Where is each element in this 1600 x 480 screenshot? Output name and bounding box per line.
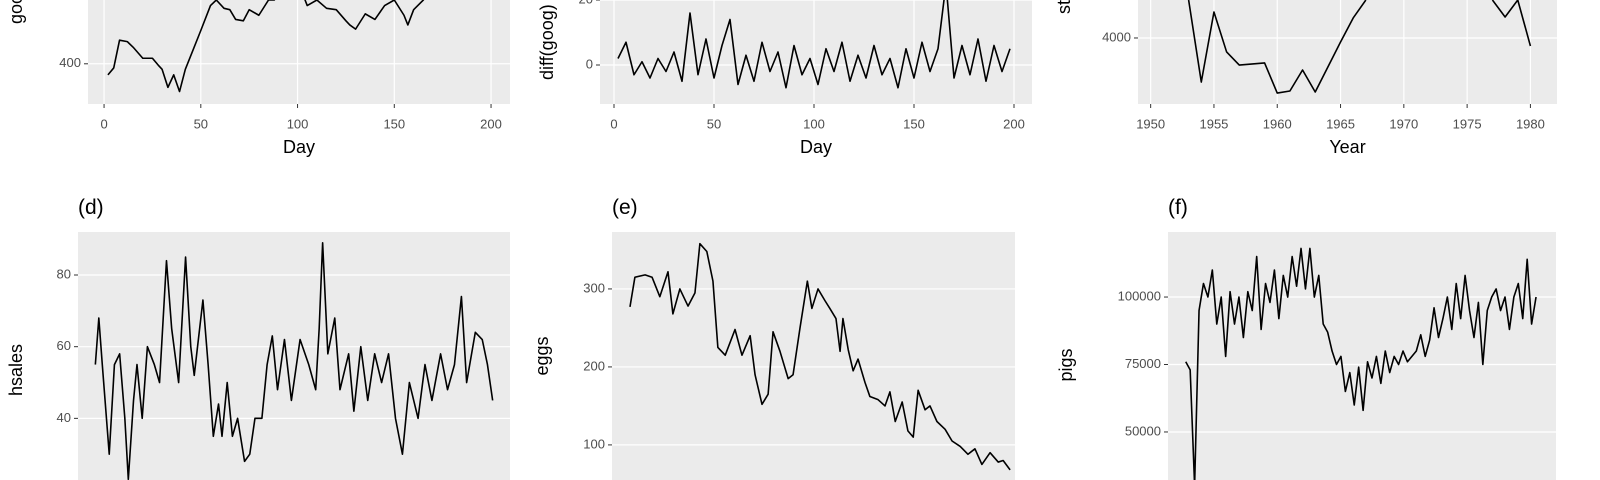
y-tick-label: 100000 [1118, 288, 1161, 303]
y-tick-label: 0 [586, 56, 593, 71]
panel-title: (f) [1168, 196, 1188, 219]
plot-area [1185, 247, 1537, 480]
x-axis-title: Year [1329, 137, 1365, 157]
panel-background [1168, 232, 1556, 480]
plot-area [617, 0, 1011, 89]
x-axis-title: Day [800, 137, 832, 157]
y-tick-label: 300 [583, 280, 605, 295]
x-tick-label: 1950 [1136, 116, 1165, 131]
x-tick-label: 100 [803, 116, 825, 131]
panel-background [1138, 0, 1557, 104]
y-tick-label: 80 [57, 266, 71, 281]
panel-title: (e) [612, 196, 638, 219]
x-axis-title: Day [283, 137, 315, 157]
series-line [94, 241, 494, 480]
y-axis-title: pigs [1056, 348, 1076, 381]
y-tick-label: 4000 [1102, 29, 1131, 44]
y-tick-label: 50000 [1125, 423, 1161, 438]
y-tick-label: 40 [57, 410, 71, 425]
x-tick-label: 150 [383, 116, 405, 131]
x-tick-label: 1970 [1389, 116, 1418, 131]
x-tick-label: 50 [194, 116, 208, 131]
x-tick-label: 0 [610, 116, 617, 131]
y-axis-title: diff(goog) [537, 4, 557, 80]
x-tick-label: 150 [903, 116, 925, 131]
plot-area [1187, 0, 1532, 94]
panel-title: (d) [78, 196, 104, 219]
plot-area [94, 241, 494, 480]
x-tick-label: 50 [707, 116, 721, 131]
x-tick-label: 200 [480, 116, 502, 131]
panel-background [78, 232, 510, 480]
x-tick-label: 1955 [1199, 116, 1228, 131]
y-tick-label: 400 [59, 55, 81, 70]
x-tick-label: 1975 [1453, 116, 1482, 131]
series-line [1187, 0, 1532, 94]
x-tick-label: 1960 [1263, 116, 1292, 131]
series-line [107, 0, 425, 93]
y-axis-title: eggs [532, 336, 552, 375]
y-tick-label: 100 [583, 436, 605, 451]
y-axis-title: hsales [6, 344, 26, 396]
x-tick-label: 0 [100, 116, 107, 131]
y-tick-label: 200 [583, 358, 605, 373]
series-line [1185, 247, 1537, 480]
y-axis-title: strikes [1054, 0, 1074, 14]
x-tick-label: 1965 [1326, 116, 1355, 131]
x-tick-label: 200 [1003, 116, 1025, 131]
panel-background [600, 0, 1032, 104]
y-tick-label: 75000 [1125, 356, 1161, 371]
y-tick-label: 60 [57, 338, 71, 353]
x-tick-label: 100 [287, 116, 309, 131]
y-axis-title: goog [6, 0, 26, 24]
x-tick-label: 1980 [1516, 116, 1545, 131]
panel-background [88, 0, 510, 104]
panel-background [612, 232, 1015, 480]
y-tick-label: 20 [579, 0, 593, 6]
plot-area [107, 0, 425, 93]
series-line [617, 0, 1011, 89]
plot-area [629, 242, 1011, 471]
series-line [629, 242, 1011, 471]
